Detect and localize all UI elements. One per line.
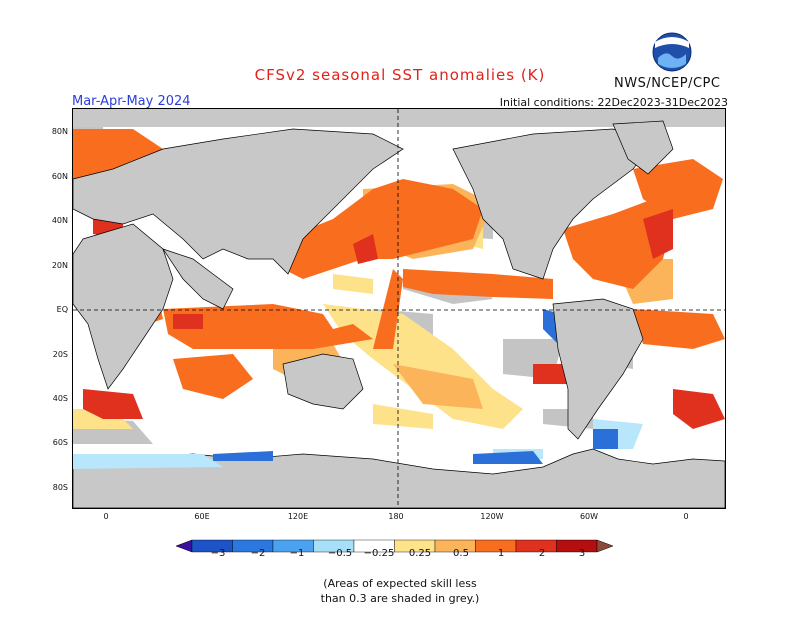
lat-label: EQ: [56, 305, 68, 314]
continents: [73, 120, 674, 440]
colorbar-tick-label: 2: [538, 548, 546, 559]
colorbar-end-low: [176, 539, 193, 553]
lat-label: 60N: [51, 172, 68, 181]
lat-label: 80S: [52, 483, 68, 492]
lat-label: 60S: [52, 438, 68, 447]
season-label: Mar-Apr-May 2024: [72, 94, 191, 109]
lat-label: 40S: [52, 394, 68, 403]
colorbar-segment: [475, 539, 517, 553]
lon-label: 120E: [287, 512, 309, 521]
arctic-region: [73, 109, 725, 127]
chart-title: CFSv2 seasonal SST anomalies (K): [254, 66, 546, 84]
colorbar: [176, 539, 614, 553]
footnote-line-2: than 0.3 are shaded in grey.): [320, 592, 480, 605]
colorbar-end-high: [596, 539, 614, 553]
noaa-logo: NOAA: [652, 32, 692, 72]
colorbar-tick-label: −0.5: [327, 548, 353, 559]
colorbar-tick-label: 1: [497, 548, 505, 559]
lon-label: 180: [388, 512, 404, 521]
agency-label: NWS/NCEP/CPC: [614, 76, 721, 91]
lon-label: 0: [103, 512, 109, 521]
lon-label: 60E: [194, 512, 210, 521]
lon-label: 60W: [579, 512, 599, 521]
footnote-line-1: (Areas of expected skill less: [323, 577, 477, 590]
sst-anomaly-map: [72, 108, 726, 509]
colorbar-tick-label: −2: [250, 548, 266, 559]
colorbar-tick-label: −3: [210, 548, 226, 559]
noaa-logo-text: NOAA: [659, 46, 685, 55]
initial-conditions-label: Initial conditions: 22Dec2023-31Dec2023: [499, 96, 728, 109]
colorbar-segment: [556, 539, 598, 553]
colorbar-tick-label: 0.25: [408, 548, 432, 559]
lat-label: 20N: [51, 261, 68, 270]
colorbar-tick-label: −0.25: [363, 548, 395, 559]
colorbar-tick-label: 0.5: [453, 548, 469, 559]
lat-label: 40N: [51, 216, 68, 225]
lon-label: 120W: [480, 512, 504, 521]
anomaly-strong-warm: [83, 209, 725, 429]
colorbar-segment: [515, 539, 557, 553]
lon-label: 0: [683, 512, 689, 521]
lat-label: 80N: [51, 127, 68, 136]
colorbar-tick-label: 3: [578, 548, 586, 559]
colorbar-tick-label: −1: [289, 548, 305, 559]
lat-label: 20S: [52, 350, 68, 359]
